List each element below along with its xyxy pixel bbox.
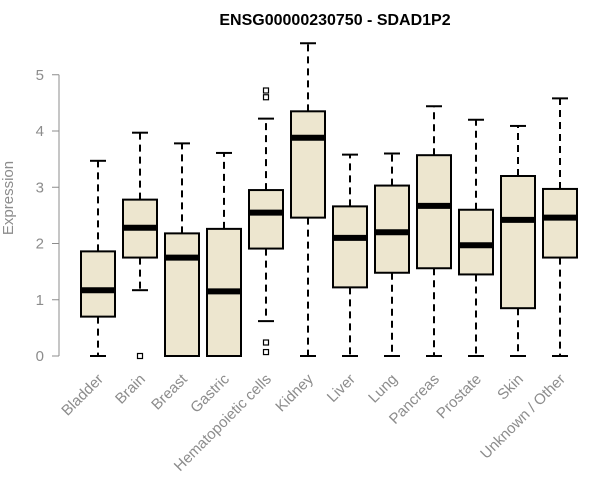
box-brain bbox=[122, 131, 158, 360]
outlier-point bbox=[262, 87, 270, 94]
x-tick-label: Prostate bbox=[433, 371, 485, 423]
y-tick-label: 3 bbox=[36, 179, 44, 196]
boxes-group bbox=[80, 42, 578, 360]
y-tick-label: 0 bbox=[36, 348, 44, 365]
box-iqr bbox=[248, 189, 284, 250]
box-iqr bbox=[374, 184, 410, 274]
box-kidney bbox=[290, 42, 326, 357]
x-tick-label: Breast bbox=[148, 370, 191, 413]
x-tick-label: Brain bbox=[112, 371, 149, 408]
box-iqr bbox=[164, 232, 200, 357]
box-hematopoietic-cells bbox=[248, 87, 284, 356]
x-tick-label: Lung bbox=[365, 371, 401, 407]
box-unknown-other bbox=[542, 97, 578, 357]
box-prostate bbox=[458, 118, 494, 357]
box-bladder bbox=[80, 159, 116, 357]
box-lung bbox=[374, 152, 410, 357]
box-iqr bbox=[416, 154, 452, 270]
box-skin bbox=[500, 124, 536, 357]
outlier-point bbox=[262, 94, 270, 101]
y-tick-label: 4 bbox=[36, 123, 44, 140]
y-tick-label: 1 bbox=[36, 292, 44, 309]
x-tick-label: Kidney bbox=[272, 370, 317, 415]
outlier-point bbox=[262, 348, 270, 356]
box-iqr bbox=[332, 205, 368, 289]
box-gastric bbox=[206, 151, 242, 357]
box-iqr bbox=[458, 208, 494, 276]
box-breast bbox=[164, 142, 200, 357]
y-tick-label: 2 bbox=[36, 236, 44, 253]
y-tick-label: 5 bbox=[36, 67, 44, 84]
chart-title: ENSG00000230750 - SDAD1P2 bbox=[219, 12, 450, 29]
box-iqr bbox=[500, 175, 536, 310]
x-tick-label: Bladder bbox=[58, 371, 107, 420]
y-axis: 0 1 2 3 4 5 bbox=[36, 67, 60, 365]
box-liver bbox=[332, 153, 368, 357]
outlier-point bbox=[262, 339, 270, 346]
box-pancreas bbox=[416, 105, 452, 357]
x-tick-label: Liver bbox=[324, 371, 359, 406]
box-iqr bbox=[290, 110, 326, 219]
y-axis-label: Expression bbox=[0, 161, 17, 235]
box-iqr bbox=[542, 187, 578, 259]
outlier-point bbox=[136, 352, 144, 360]
x-tick-label: Skin bbox=[494, 371, 527, 404]
box-iqr bbox=[80, 250, 116, 318]
